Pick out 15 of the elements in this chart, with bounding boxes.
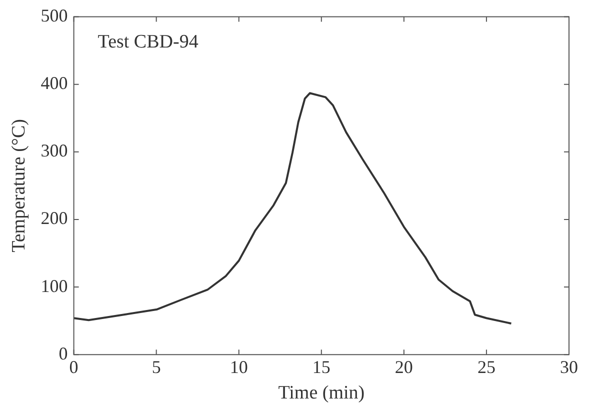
x-axis-title: Time (min): [278, 382, 365, 404]
y-tick-label: 300: [40, 140, 68, 161]
annotation: Test CBD-94: [98, 31, 199, 52]
x-tick-label: 15: [312, 357, 330, 378]
y-tick-label: 200: [40, 208, 68, 228]
y-tick-label: 500: [40, 6, 68, 26]
x-tick-label: 30: [560, 357, 578, 378]
x-tick-label: 25: [477, 357, 496, 378]
x-tick-label: 20: [394, 357, 413, 378]
x-tick-label: 5: [152, 357, 161, 378]
x-tick-label: 10: [230, 357, 248, 378]
y-tick-label: 400: [40, 73, 68, 94]
y-axis-title: Temperature (°C): [8, 118, 30, 252]
y-tick-label: 0: [58, 343, 68, 364]
y-tick-label: 100: [40, 276, 68, 296]
